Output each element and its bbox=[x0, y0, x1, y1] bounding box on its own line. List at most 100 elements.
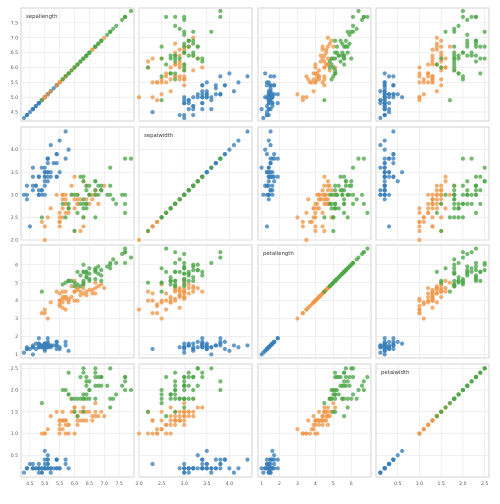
point-s1-41 bbox=[182, 414, 186, 418]
point-s0-13 bbox=[182, 351, 186, 355]
point-s0-48 bbox=[52, 86, 56, 90]
point-s2-4 bbox=[346, 379, 350, 383]
point-s1-49 bbox=[430, 418, 434, 422]
point-s2-6 bbox=[160, 290, 164, 294]
point-s2-6 bbox=[160, 401, 164, 405]
point-s0-47 bbox=[191, 107, 195, 111]
point-s2-28 bbox=[173, 384, 177, 388]
point-s1-31 bbox=[155, 431, 159, 435]
point-s1-48 bbox=[46, 215, 50, 219]
point-s0-44 bbox=[391, 458, 395, 462]
point-s2-46 bbox=[160, 392, 164, 396]
point-s1-2 bbox=[439, 39, 443, 43]
point-s2-33 bbox=[173, 410, 177, 414]
point-s2-46 bbox=[160, 281, 164, 285]
point-s2-40 bbox=[93, 188, 97, 192]
point-s2-36 bbox=[200, 371, 204, 375]
point-s2-19 bbox=[72, 410, 76, 414]
point-s0-33 bbox=[236, 466, 240, 470]
point-s1-44 bbox=[317, 206, 321, 210]
point-s0-34 bbox=[187, 98, 191, 102]
point-s2-35 bbox=[182, 15, 186, 19]
point-s2-4 bbox=[346, 51, 350, 55]
point-s1-27 bbox=[448, 193, 452, 197]
point-s0-15 bbox=[245, 343, 249, 347]
point-s0-22 bbox=[209, 352, 213, 356]
point-s1-41 bbox=[324, 414, 328, 418]
point-s1-43 bbox=[417, 311, 421, 315]
point-s1-34 bbox=[182, 83, 186, 87]
x-tick-label: 2.0 bbox=[135, 481, 142, 487]
point-s0-24 bbox=[276, 466, 280, 470]
point-s0-31 bbox=[391, 175, 395, 179]
point-s2-7 bbox=[111, 257, 115, 261]
point-s1-6 bbox=[443, 179, 447, 183]
point-s2-30 bbox=[456, 202, 460, 206]
point-s0-14 bbox=[263, 71, 267, 75]
point-s2-43 bbox=[347, 264, 351, 268]
point-s0-45 bbox=[37, 462, 41, 466]
y-tick-label: 1 bbox=[15, 352, 18, 358]
point-s2-44 bbox=[483, 268, 487, 272]
point-s0-22 bbox=[259, 107, 263, 111]
point-s2-23 bbox=[169, 397, 173, 401]
point-s1-32 bbox=[169, 423, 173, 427]
point-s0-13 bbox=[261, 116, 265, 120]
point-s0-42 bbox=[25, 184, 29, 188]
point-s2-18 bbox=[164, 375, 168, 379]
point-s2-48 bbox=[78, 175, 82, 179]
point-s2-45 bbox=[93, 193, 97, 197]
point-s2-6 bbox=[322, 98, 326, 102]
point-s2-47 bbox=[461, 193, 465, 197]
point-s2-30 bbox=[114, 261, 118, 265]
point-s2-49 bbox=[182, 193, 186, 197]
point-s2-13 bbox=[461, 215, 465, 219]
point-s1-48 bbox=[295, 427, 299, 431]
point-s2-42 bbox=[66, 206, 70, 210]
point-s2-46 bbox=[160, 56, 164, 60]
point-s1-40 bbox=[58, 80, 62, 84]
y-tick-label: 1.5 bbox=[11, 409, 18, 415]
point-s1-10 bbox=[137, 307, 141, 311]
point-s2-37 bbox=[340, 53, 344, 57]
point-s1-45 bbox=[182, 74, 186, 78]
point-s2-2 bbox=[465, 264, 469, 268]
point-s1-43 bbox=[43, 224, 47, 228]
panel-petalwidth-vs-sepallength: 0.51.01.52.02.54.5 5.0 5.5 6.0 6.5 7.0 7.5 bbox=[11, 364, 134, 487]
point-s0-48 bbox=[214, 161, 218, 165]
point-s1-45 bbox=[426, 193, 430, 197]
point-s2-19 bbox=[439, 65, 443, 69]
point-s0-8 bbox=[178, 466, 182, 470]
point-s0-48 bbox=[214, 343, 218, 347]
point-s1-21 bbox=[75, 299, 79, 303]
point-s2-33 bbox=[81, 202, 85, 206]
point-s0-15 bbox=[391, 74, 395, 78]
point-s2-48 bbox=[78, 375, 82, 379]
point-s0-39 bbox=[200, 92, 204, 96]
point-s0-49 bbox=[43, 466, 47, 470]
point-s1-42 bbox=[426, 211, 430, 215]
point-s0-37 bbox=[209, 98, 213, 102]
point-s2-9 bbox=[351, 366, 355, 370]
point-s0-39 bbox=[46, 175, 50, 179]
point-s1-29 bbox=[417, 307, 421, 311]
point-s0-41 bbox=[28, 462, 32, 466]
panel-frame bbox=[258, 127, 371, 240]
point-s1-8 bbox=[90, 418, 94, 422]
point-s0-46 bbox=[46, 342, 50, 346]
point-s1-31 bbox=[308, 80, 312, 84]
point-s0-45 bbox=[182, 345, 186, 349]
point-s0-13 bbox=[22, 351, 26, 355]
point-s1-16 bbox=[61, 410, 65, 414]
point-s0-8 bbox=[178, 345, 182, 349]
variable-label-petalwidth: petalwidth bbox=[381, 370, 410, 376]
point-s1-43 bbox=[150, 311, 154, 315]
point-s1-40 bbox=[320, 211, 324, 215]
point-s2-49 bbox=[182, 68, 186, 72]
point-s1-48 bbox=[160, 316, 164, 320]
point-s2-22 bbox=[173, 15, 177, 19]
point-s0-44 bbox=[276, 336, 280, 340]
point-s2-48 bbox=[78, 273, 82, 277]
point-s2-45 bbox=[93, 45, 97, 49]
point-s2-46 bbox=[81, 281, 85, 285]
